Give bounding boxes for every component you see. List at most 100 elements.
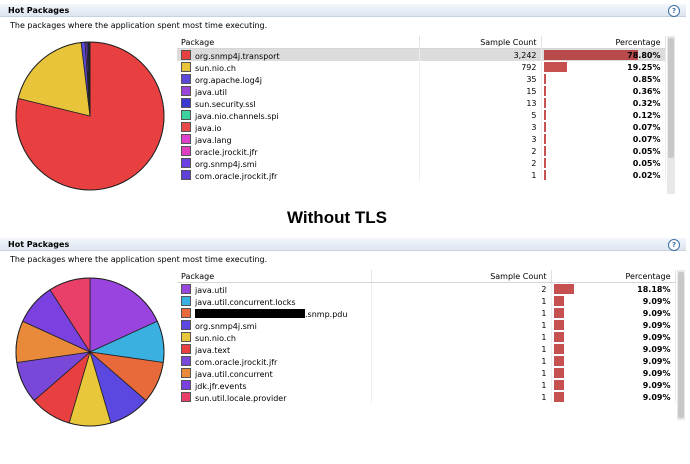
table-row[interactable]: java.io 3 0.07% bbox=[177, 121, 666, 133]
color-swatch bbox=[181, 331, 191, 342]
table-row[interactable]: java.util.concurrent 1 9.09% bbox=[177, 367, 676, 379]
percentage-cell: 9.09% bbox=[551, 367, 676, 379]
package-name: oracle.jrockit.jfr bbox=[195, 147, 258, 157]
sample-count-cell: 1 bbox=[371, 391, 552, 403]
percentage-cell: 9.09% bbox=[551, 295, 676, 307]
panel-title: Hot Packages ? bbox=[0, 4, 686, 17]
percentage-bar bbox=[553, 308, 564, 318]
package-cell: com.oracle.jrockit.jfr bbox=[177, 355, 372, 367]
color-swatch bbox=[181, 157, 191, 168]
package-name: sun.util.locale.provider bbox=[195, 393, 287, 403]
table-row[interactable]: oracle.jrockit.jfr 2 0.05% bbox=[177, 145, 666, 157]
percentage-cell: 9.09% bbox=[551, 307, 676, 319]
package-cell: java.util.concurrent.locks bbox=[177, 295, 372, 307]
panel-title-text: Hot Packages bbox=[8, 6, 70, 15]
table-row[interactable]: java.lang 3 0.07% bbox=[177, 133, 666, 145]
column-header-sample-count[interactable]: Sample Count bbox=[371, 270, 552, 283]
table-row[interactable]: org.snmp4j.smi 2 0.05% bbox=[177, 157, 666, 169]
sample-count-cell: 1 bbox=[371, 331, 552, 343]
color-swatch bbox=[181, 109, 191, 120]
table-row[interactable]: sun.nio.ch 792 19.25% bbox=[177, 61, 666, 73]
sample-count-cell: 1 bbox=[371, 307, 552, 319]
table-row[interactable]: org.snmp4j.transport 3,242 78.80% bbox=[177, 48, 666, 61]
sample-count-cell: 1 bbox=[371, 295, 552, 307]
percentage-value: 78.80% bbox=[627, 50, 661, 60]
sample-count-cell: 1 bbox=[371, 379, 552, 391]
percentage-cell: 0.12% bbox=[541, 109, 666, 121]
color-swatch bbox=[181, 61, 191, 72]
package-name: java.io bbox=[195, 123, 222, 133]
table-row[interactable]: java.util 15 0.36% bbox=[177, 85, 666, 97]
table-row[interactable]: com.oracle.jrockit.jfr 1 0.02% bbox=[177, 169, 666, 181]
color-swatch bbox=[181, 355, 191, 366]
color-swatch bbox=[181, 121, 191, 132]
help-icon[interactable]: ? bbox=[668, 5, 680, 17]
percentage-value: 0.32% bbox=[632, 98, 661, 108]
package-name: org.snmp4j.smi bbox=[195, 321, 257, 331]
panel-title-text: Hot Packages bbox=[8, 240, 70, 249]
percentage-bar bbox=[543, 86, 546, 96]
column-header-percentage[interactable]: Percentage bbox=[551, 270, 676, 283]
table-row[interactable]: java.nio.channels.spi 5 0.12% bbox=[177, 109, 666, 121]
scrollbar-thumb[interactable] bbox=[668, 38, 674, 158]
percentage-value: 0.02% bbox=[632, 170, 661, 180]
panel-description: The packages where the application spent… bbox=[10, 255, 268, 264]
percentage-bar bbox=[553, 320, 564, 330]
percentage-cell: 9.09% bbox=[551, 343, 676, 355]
percentage-value: 9.09% bbox=[642, 320, 671, 330]
table-row[interactable]: java.text 1 9.09% bbox=[177, 343, 676, 355]
column-header-percentage[interactable]: Percentage bbox=[541, 36, 666, 49]
percentage-bar bbox=[543, 122, 546, 132]
table-row[interactable]: org.apache.log4j 35 0.85% bbox=[177, 73, 666, 85]
table-row[interactable]: java.util.concurrent.locks 1 9.09% bbox=[177, 295, 676, 307]
percentage-value: 0.05% bbox=[632, 146, 661, 156]
percentage-bar bbox=[543, 74, 546, 84]
scrollbar-thumb[interactable] bbox=[678, 272, 684, 418]
package-name: org.snmp4j.smi bbox=[195, 159, 257, 169]
hot-packages-panel-tls: Hot Packages ? The packages where the ap… bbox=[0, 0, 690, 200]
sample-count-cell: 13 bbox=[419, 97, 542, 109]
percentage-value: 9.09% bbox=[642, 356, 671, 366]
vertical-scrollbar[interactable] bbox=[677, 270, 685, 420]
column-header-package[interactable]: Package bbox=[177, 36, 420, 49]
percentage-value: 0.07% bbox=[632, 122, 661, 132]
vertical-scrollbar[interactable] bbox=[667, 36, 675, 194]
percentage-value: 19.25% bbox=[627, 62, 661, 72]
table-row[interactable]: java.util 2 18.18% bbox=[177, 282, 676, 295]
table-row[interactable]: jdk.jfr.events 1 9.09% bbox=[177, 379, 676, 391]
percentage-cell: 0.05% bbox=[541, 145, 666, 157]
color-swatch bbox=[181, 283, 191, 294]
sample-count-cell: 5 bbox=[419, 109, 542, 121]
package-cell: oracle.jrockit.jfr bbox=[177, 145, 420, 157]
table-row[interactable]: .snmp.pdu 1 9.09% bbox=[177, 307, 676, 319]
percentage-bar bbox=[553, 368, 564, 378]
help-icon[interactable]: ? bbox=[668, 239, 680, 251]
column-header-sample-count[interactable]: Sample Count bbox=[419, 36, 542, 49]
panel-description: The packages where the application spent… bbox=[10, 21, 268, 30]
table-row[interactable]: sun.util.locale.provider 1 9.09% bbox=[177, 391, 676, 403]
percentage-bar bbox=[553, 356, 564, 366]
package-name: java.util.concurrent.locks bbox=[195, 297, 296, 307]
sample-count-cell: 1 bbox=[371, 367, 552, 379]
table-row[interactable]: com.oracle.jrockit.jfr 1 9.09% bbox=[177, 355, 676, 367]
package-name: sun.security.ssl bbox=[195, 99, 256, 109]
package-name: org.apache.log4j bbox=[195, 75, 262, 85]
package-name: jdk.jfr.events bbox=[195, 381, 247, 391]
table-row[interactable]: org.snmp4j.smi 1 9.09% bbox=[177, 319, 676, 331]
pie-chart bbox=[15, 41, 165, 191]
package-cell: sun.util.locale.provider bbox=[177, 391, 372, 403]
pie-chart bbox=[15, 277, 165, 427]
table-row[interactable]: sun.security.ssl 13 0.32% bbox=[177, 97, 666, 109]
package-name: java.util bbox=[195, 285, 227, 295]
color-swatch bbox=[181, 133, 191, 144]
percentage-bar bbox=[543, 110, 546, 120]
sample-count-cell: 1 bbox=[371, 319, 552, 331]
percentage-cell: 19.25% bbox=[541, 61, 666, 73]
color-swatch bbox=[181, 169, 191, 180]
table-row[interactable]: sun.nio.ch 1 9.09% bbox=[177, 331, 676, 343]
package-name: .snmp.pdu bbox=[305, 309, 348, 319]
package-cell: java.util bbox=[177, 282, 372, 295]
sample-count-cell: 1 bbox=[419, 169, 542, 181]
column-header-package[interactable]: Package bbox=[177, 270, 372, 283]
percentage-value: 0.05% bbox=[632, 158, 661, 168]
